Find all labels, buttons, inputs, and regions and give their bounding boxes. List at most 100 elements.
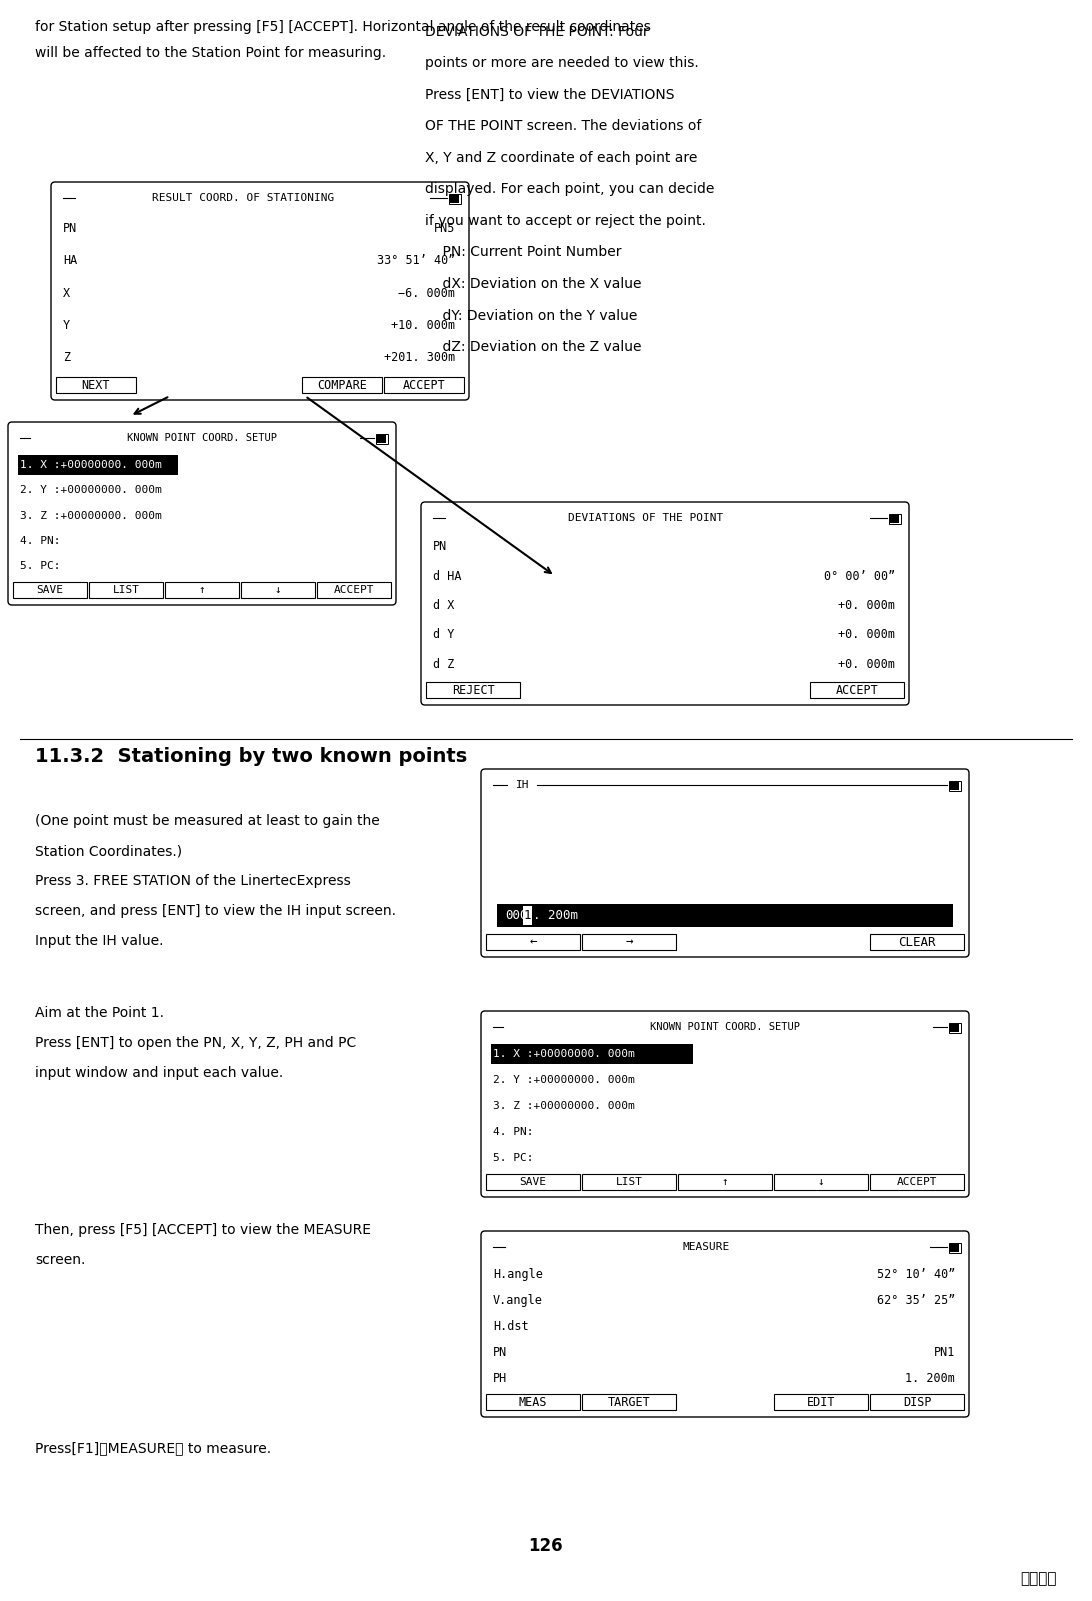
Text: 1. X :+00000000. 000m: 1. X :+00000000. 000m xyxy=(492,1049,634,1058)
Bar xyxy=(810,682,904,698)
Bar xyxy=(486,1174,580,1190)
Text: ↓: ↓ xyxy=(274,584,282,596)
Text: COMPARE: COMPARE xyxy=(317,378,367,392)
Bar xyxy=(491,1044,692,1065)
Text: screen, and press [ENT] to view the IH input screen.: screen, and press [ENT] to view the IH i… xyxy=(35,905,396,917)
Text: screen.: screen. xyxy=(35,1254,85,1266)
Bar xyxy=(165,583,239,599)
Text: +10. 000m: +10. 000m xyxy=(391,319,455,331)
Text: →: → xyxy=(626,935,632,948)
Text: HA: HA xyxy=(63,255,78,267)
Text: 1. X :+00000000. 000m: 1. X :+00000000. 000m xyxy=(20,459,162,469)
Text: Press [ENT] to open the PN, X, Y, Z, PH and PC: Press [ENT] to open the PN, X, Y, Z, PH … xyxy=(35,1036,356,1050)
Bar xyxy=(90,583,163,599)
Text: 000: 000 xyxy=(505,909,527,922)
Text: REJECT: REJECT xyxy=(452,684,495,696)
Text: dX: Deviation on the X value: dX: Deviation on the X value xyxy=(425,277,641,291)
Text: Then, press [F5] [ACCEPT] to view the MEASURE: Then, press [F5] [ACCEPT] to view the ME… xyxy=(35,1223,371,1238)
Text: 4. PN:: 4. PN: xyxy=(492,1127,534,1137)
Text: (One point must be measured at least to gain the: (One point must be measured at least to … xyxy=(35,813,380,828)
Bar xyxy=(870,933,964,949)
Text: ACCEPT: ACCEPT xyxy=(897,1177,937,1186)
Text: DEVIATIONS OF THE POINT: Four: DEVIATIONS OF THE POINT: Four xyxy=(425,26,649,38)
Text: ←: ← xyxy=(530,935,537,948)
Bar xyxy=(380,434,383,442)
Text: d Y: d Y xyxy=(434,629,454,642)
Bar xyxy=(377,434,380,442)
Text: KNOWN POINT COORD. SETUP: KNOWN POINT COORD. SETUP xyxy=(127,434,277,443)
Text: −6. 000m: −6. 000m xyxy=(397,287,455,299)
Bar xyxy=(582,1174,676,1190)
Text: 0° 00’ 00”: 0° 00’ 00” xyxy=(823,570,895,583)
Text: +0. 000m: +0. 000m xyxy=(838,629,895,642)
Text: LIST: LIST xyxy=(112,584,140,596)
Bar xyxy=(957,1023,960,1031)
Bar xyxy=(957,1244,960,1252)
Bar xyxy=(317,583,391,599)
Bar xyxy=(953,1244,956,1252)
Text: SAVE: SAVE xyxy=(36,584,63,596)
Text: X: X xyxy=(63,287,70,299)
Bar xyxy=(890,514,892,522)
Text: 11.3.2  Stationing by two known points: 11.3.2 Stationing by two known points xyxy=(35,748,467,765)
Bar xyxy=(774,1174,868,1190)
Text: IH: IH xyxy=(517,780,530,791)
Text: dY: Deviation on the Y value: dY: Deviation on the Y value xyxy=(425,309,638,322)
Text: DEVIATIONS OF THE POINT: DEVIATIONS OF THE POINT xyxy=(568,512,723,524)
FancyBboxPatch shape xyxy=(480,1231,969,1417)
Text: X, Y and Z coordinate of each point are: X, Y and Z coordinate of each point are xyxy=(425,150,698,165)
Bar xyxy=(17,455,178,474)
Text: 2. Y :+00000000. 000m: 2. Y :+00000000. 000m xyxy=(492,1074,634,1085)
Bar xyxy=(678,1174,772,1190)
Text: PH: PH xyxy=(492,1372,508,1385)
Bar xyxy=(870,1174,964,1190)
Text: input window and input each value.: input window and input each value. xyxy=(35,1066,283,1081)
Text: CLEAR: CLEAR xyxy=(899,935,936,948)
Bar xyxy=(383,434,387,442)
Text: RESULT COORD. OF STATIONING: RESULT COORD. OF STATIONING xyxy=(153,194,335,203)
Bar xyxy=(950,1244,952,1252)
Text: ACCEPT: ACCEPT xyxy=(334,584,375,596)
Text: ↑: ↑ xyxy=(199,584,205,596)
Text: d X: d X xyxy=(434,599,454,612)
Text: Press [ENT] to view the DEVIATIONS: Press [ENT] to view the DEVIATIONS xyxy=(425,88,675,102)
Bar xyxy=(426,682,520,698)
Text: ↑: ↑ xyxy=(722,1177,728,1186)
FancyBboxPatch shape xyxy=(8,423,396,605)
Text: 3. Z :+00000000. 000m: 3. Z :+00000000. 000m xyxy=(492,1101,634,1111)
Bar xyxy=(449,194,461,203)
Bar xyxy=(582,933,676,949)
Bar xyxy=(453,195,456,203)
Bar xyxy=(376,434,388,443)
Text: NEXT: NEXT xyxy=(82,378,110,392)
Text: dZ: Deviation on the Z value: dZ: Deviation on the Z value xyxy=(425,339,641,354)
Text: 2. Y :+00000000. 000m: 2. Y :+00000000. 000m xyxy=(20,485,162,495)
Text: H.angle: H.angle xyxy=(492,1268,543,1281)
Text: MEAS: MEAS xyxy=(519,1396,547,1409)
Text: ACCEPT: ACCEPT xyxy=(835,684,878,696)
Text: H.dst: H.dst xyxy=(492,1319,529,1332)
Text: EDIT: EDIT xyxy=(807,1396,835,1409)
Text: 5. PC:: 5. PC: xyxy=(20,562,60,572)
Text: +0. 000m: +0. 000m xyxy=(838,658,895,671)
Bar xyxy=(523,906,532,925)
Text: Z: Z xyxy=(63,351,70,365)
Text: if you want to accept or reject the point.: if you want to accept or reject the poin… xyxy=(425,215,705,227)
Text: PN: PN xyxy=(63,221,78,235)
Text: will be affected to the Station Point for measuring.: will be affected to the Station Point fo… xyxy=(35,46,387,59)
Bar xyxy=(13,583,87,599)
Text: LIST: LIST xyxy=(616,1177,642,1186)
Text: displayed. For each point, you can decide: displayed. For each point, you can decid… xyxy=(425,183,714,197)
Text: PN: Current Point Number: PN: Current Point Number xyxy=(425,245,621,259)
Text: for Station setup after pressing [F5] [ACCEPT]. Horizontal angle of the result c: for Station setup after pressing [F5] [A… xyxy=(35,19,651,34)
Bar xyxy=(774,1394,868,1410)
Text: 62° 35’ 25”: 62° 35’ 25” xyxy=(877,1294,956,1306)
Bar xyxy=(450,195,453,203)
Text: 5. PC:: 5. PC: xyxy=(492,1153,534,1162)
Text: Press[F1]［MEASURE］ to measure.: Press[F1]［MEASURE］ to measure. xyxy=(35,1441,271,1455)
FancyBboxPatch shape xyxy=(480,1010,969,1198)
Bar xyxy=(897,514,900,522)
Text: Station Coordinates.): Station Coordinates.) xyxy=(35,844,182,858)
Bar xyxy=(949,781,961,791)
Bar xyxy=(889,514,901,524)
